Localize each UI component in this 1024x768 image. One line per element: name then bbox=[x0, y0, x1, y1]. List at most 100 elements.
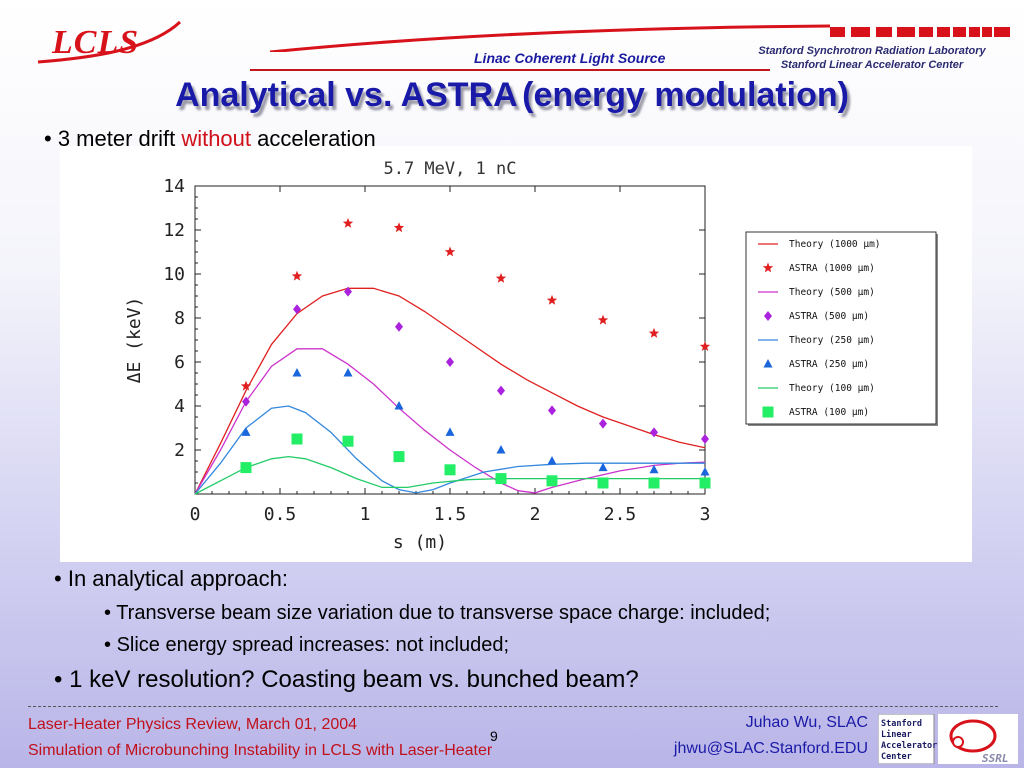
data-point-1 bbox=[342, 217, 354, 228]
slac-line-linear: Linear bbox=[881, 729, 912, 740]
y-tick-label: 6 bbox=[174, 352, 185, 373]
data-point-5 bbox=[445, 427, 455, 436]
data-point-1 bbox=[546, 294, 558, 305]
data-point-1 bbox=[597, 314, 609, 325]
footer-email: jhwu@SLAC.Stanford.EDU bbox=[673, 740, 868, 757]
legend-label: Theory (100 μm) bbox=[789, 383, 875, 394]
data-point-7 bbox=[240, 462, 252, 474]
footer-left-line1: Laser-Heater Physics Review, March 01, 2… bbox=[28, 716, 358, 733]
legend-swatch-marker bbox=[763, 359, 773, 368]
data-point-7 bbox=[291, 433, 303, 445]
title-main: Analytical vs. ASTRA bbox=[175, 76, 518, 114]
x-tick-label: 2 bbox=[530, 504, 541, 525]
y-tick-label: 10 bbox=[163, 264, 185, 285]
ssrl-ring-icon bbox=[949, 719, 997, 753]
x-tick-label: 1 bbox=[360, 504, 371, 525]
legend-label: ASTRA (100 μm) bbox=[789, 407, 869, 418]
header-right-text: Stanford Synchrotron Radiation Laborator… bbox=[742, 44, 1002, 72]
data-point-1 bbox=[393, 222, 405, 233]
data-point-3 bbox=[650, 427, 658, 438]
ssrl-mark: SSRL bbox=[982, 752, 1009, 764]
data-point-5 bbox=[649, 464, 659, 474]
page-number: 9 bbox=[490, 728, 498, 744]
data-point-3 bbox=[701, 434, 709, 444]
data-point-5 bbox=[598, 462, 608, 472]
legend-box bbox=[745, 231, 937, 425]
series-line-6 bbox=[194, 455, 705, 495]
x-tick-label: 0.5 bbox=[264, 504, 297, 525]
data-point-5 bbox=[292, 368, 302, 377]
slac-line-center: Center bbox=[881, 752, 912, 762]
data-point-3 bbox=[344, 286, 352, 297]
data-point-1 bbox=[495, 272, 507, 283]
series-line-4 bbox=[194, 405, 705, 495]
y-axis-label: ΔE (keV) bbox=[124, 297, 145, 384]
legend-swatch-marker bbox=[762, 406, 774, 418]
data-point-5 bbox=[700, 467, 710, 476]
legend-swatch-marker bbox=[762, 262, 774, 273]
y-tick-label: 12 bbox=[163, 220, 185, 241]
series-line-0 bbox=[194, 287, 706, 495]
data-point-3 bbox=[293, 304, 301, 315]
data-point-3 bbox=[242, 396, 250, 407]
data-point-5 bbox=[394, 401, 404, 410]
bullet-resolution-text: 1 keV resolution? Coasting beam vs. bunc… bbox=[69, 666, 639, 693]
energy-modulation-chart: 5.7 MeV, 1 nC 0 0.5 1 1.5 2 2.5 3 2 4 6 8 10 12 14 s (m… bbox=[124, 159, 938, 553]
bullet-transverse-text: Transverse beam size variation due to tr… bbox=[116, 602, 771, 624]
legend-label: ASTRA (500 μm) bbox=[789, 311, 869, 322]
bullet-transverse: • Transverse beam size variation due to … bbox=[104, 602, 771, 624]
legend-label: Theory (500 μm) bbox=[789, 287, 875, 298]
data-point-1 bbox=[291, 270, 303, 281]
bullet-slice: • Slice energy spread increases: not inc… bbox=[104, 634, 510, 656]
y-tick-label: 14 bbox=[163, 176, 185, 197]
data-point-7 bbox=[546, 475, 558, 487]
slide-title: Analytical vs. ASTRA (energy modulation) bbox=[0, 76, 1024, 115]
x-tick-label: 1.5 bbox=[434, 504, 467, 525]
header-rule bbox=[250, 69, 770, 71]
slac-line-accelerator: Accelerator bbox=[881, 741, 937, 751]
x-tick-label: 2.5 bbox=[604, 504, 637, 525]
header-right-line2: Stanford Linear Accelerator Center bbox=[780, 59, 964, 71]
legend-label: ASTRA (1000 μm) bbox=[789, 263, 875, 274]
header-center-text: Linac Coherent Light Source bbox=[474, 50, 666, 66]
series-line-2 bbox=[194, 348, 706, 495]
data-point-5 bbox=[343, 368, 353, 377]
lcls-logo: LCLS bbox=[52, 24, 140, 61]
data-point-1 bbox=[444, 246, 456, 257]
y-tick-label: 4 bbox=[174, 396, 185, 417]
chart-title: 5.7 MeV, 1 nC bbox=[383, 159, 516, 179]
slac-line-stanford: Stanford bbox=[881, 719, 922, 729]
data-point-1 bbox=[240, 380, 252, 391]
data-point-3 bbox=[548, 405, 556, 416]
data-point-5 bbox=[547, 456, 557, 465]
data-point-7 bbox=[597, 477, 609, 489]
data-point-5 bbox=[496, 445, 506, 454]
x-tick-label: 3 bbox=[700, 504, 711, 525]
data-point-1 bbox=[699, 341, 711, 351]
x-tick-label: 0 bbox=[190, 504, 201, 525]
header-right-line1: Stanford Synchrotron Radiation Laborator… bbox=[758, 45, 986, 57]
legend-label: Theory (1000 μm) bbox=[789, 239, 881, 250]
data-point-5 bbox=[241, 427, 251, 436]
data-point-7 bbox=[699, 477, 711, 489]
legend-swatch-marker bbox=[764, 311, 772, 321]
plot-frame bbox=[194, 185, 706, 495]
data-point-3 bbox=[395, 321, 403, 332]
header-stripes bbox=[270, 24, 1010, 52]
data-point-1 bbox=[648, 327, 660, 338]
data-point-7 bbox=[648, 477, 660, 489]
data-point-3 bbox=[599, 418, 607, 429]
data-point-7 bbox=[393, 451, 405, 463]
footer-author: Juhao Wu, SLAC bbox=[745, 714, 868, 731]
bullet-dot: • bbox=[44, 126, 58, 151]
chart-panel: 5.7 MeV, 1 nC 0 0.5 1 1.5 2 2.5 3 2 4 6 8 10 12 14 s (m… bbox=[60, 146, 972, 562]
bullet-analytical-text: In analytical approach: bbox=[67, 566, 288, 591]
data-point-7 bbox=[495, 473, 507, 485]
bullet-analytical: • In analytical approach: bbox=[54, 566, 288, 591]
footer-left-line2: Simulation of Microbunching Instability … bbox=[28, 742, 493, 759]
data-point-3 bbox=[446, 357, 454, 367]
footer-rule bbox=[28, 706, 998, 708]
ssrl-dot-icon bbox=[952, 736, 964, 748]
y-tick-label: 8 bbox=[174, 308, 185, 329]
bullet-slice-text: Slice energy spread increases: not inclu… bbox=[116, 634, 510, 656]
